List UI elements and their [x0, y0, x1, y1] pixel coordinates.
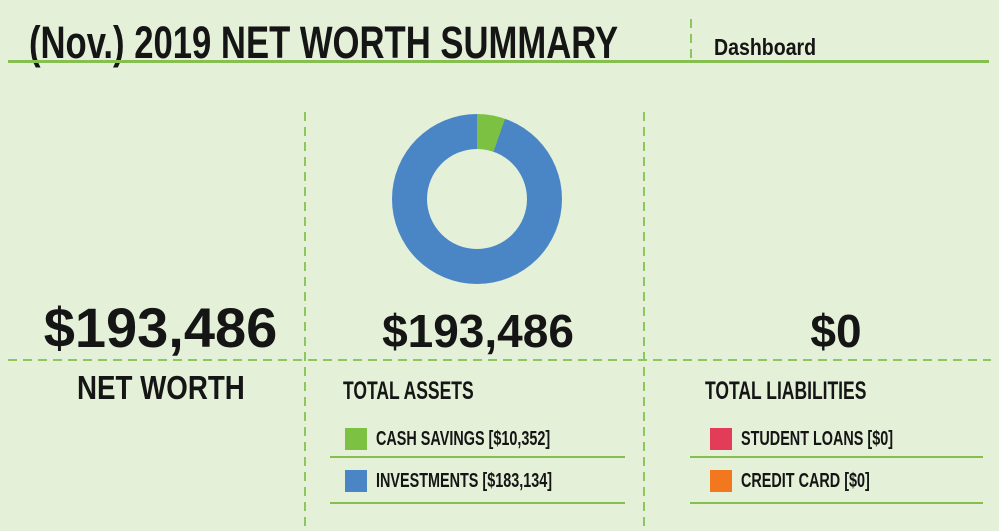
header-vertical-separator [690, 19, 692, 61]
legend-divider [690, 502, 983, 504]
legend-divider [690, 456, 983, 458]
assets-donut-chart [392, 114, 562, 284]
student-loans-swatch [710, 428, 732, 450]
net-worth-label: NET WORTH [76, 369, 245, 406]
donut-hole [427, 149, 527, 249]
page-title: (Nov.) 2019 NET WORTH SUMMARY [29, 17, 619, 68]
total-assets-label: TOTAL ASSETS [343, 377, 474, 405]
investments-swatch [345, 470, 367, 492]
investments-label: INVESTMENTS [$183,134] [376, 470, 553, 492]
credit-card-label: CREDIT CARD [$0] [741, 470, 870, 492]
cash-savings-label: CASH SAVINGS [$10,352] [376, 428, 551, 450]
legend-item-cash-savings: CASH SAVINGS [$10,352] [345, 428, 618, 450]
total-assets-value: $193,486 [382, 305, 574, 357]
header-divider [8, 60, 989, 63]
column-separator-right [643, 112, 645, 531]
total-liabilities-label: TOTAL LIABILITIES [705, 377, 867, 405]
legend-item-student-loans: STUDENT LOANS [$0] [710, 428, 952, 450]
row-separator [8, 359, 991, 361]
nav-tab-dashboard[interactable]: Dashboard [714, 34, 817, 60]
legend-divider [330, 502, 625, 504]
net-worth-value: $193,486 [43, 296, 278, 359]
legend-divider [330, 456, 625, 458]
legend-item-credit-card: CREDIT CARD [$0] [710, 470, 920, 492]
total-liabilities-value: $0 [810, 305, 862, 357]
cash-savings-swatch [345, 428, 367, 450]
legend-item-investments: INVESTMENTS [$183,134] [345, 470, 621, 492]
student-loans-label: STUDENT LOANS [$0] [741, 428, 894, 450]
column-separator-left [304, 112, 306, 531]
credit-card-swatch [710, 470, 732, 492]
